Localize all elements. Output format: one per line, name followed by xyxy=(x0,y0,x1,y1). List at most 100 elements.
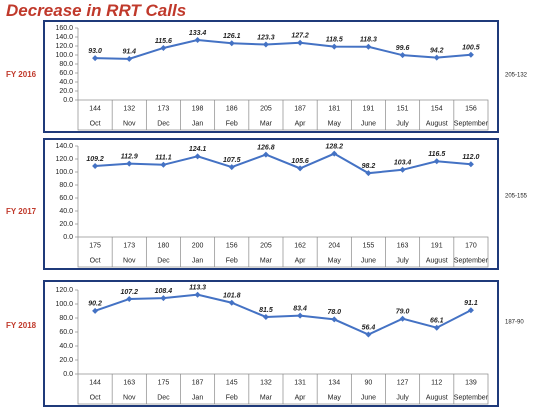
y-tick-label: 60.0 xyxy=(59,195,73,202)
y-tick-label: 100.0 xyxy=(55,52,73,59)
data-label: 116.5 xyxy=(428,151,445,158)
y-tick-label: 120.0 xyxy=(55,43,73,50)
table-count: 162 xyxy=(294,242,306,249)
table-count: 173 xyxy=(158,105,170,112)
table-count: 186 xyxy=(226,105,238,112)
x-tick-label: Nov xyxy=(123,120,136,127)
x-tick-label: July xyxy=(396,394,409,401)
table-count: 180 xyxy=(158,242,170,249)
table-count: 112 xyxy=(431,379,442,386)
point xyxy=(194,153,201,160)
point xyxy=(399,315,406,322)
point xyxy=(331,150,338,157)
data-label: 112.9 xyxy=(121,153,138,160)
x-tick-label: May xyxy=(328,394,342,401)
table-count: 154 xyxy=(431,105,443,112)
point xyxy=(126,55,133,62)
table-count: 170 xyxy=(465,242,477,249)
y-tick-label: 20.0 xyxy=(59,357,73,364)
table-count: 132 xyxy=(260,379,272,386)
panel-frame xyxy=(43,138,499,270)
y-tick-label: 20.0 xyxy=(59,221,73,228)
x-tick-label: Mar xyxy=(260,394,273,401)
x-tick-label: Dec xyxy=(157,394,170,401)
data-label: 112.0 xyxy=(462,154,479,161)
y-tick-label: 40.0 xyxy=(59,208,73,215)
data-label: 107.2 xyxy=(120,289,138,296)
table-count: 191 xyxy=(431,242,443,249)
data-label: 126.1 xyxy=(223,33,241,40)
point xyxy=(467,161,474,168)
panel-label: FY 2017 xyxy=(6,207,37,216)
y-tick-label: 80.0 xyxy=(59,315,73,322)
x-tick-label: August xyxy=(426,257,448,264)
point xyxy=(92,55,99,62)
point xyxy=(467,307,474,314)
point xyxy=(126,160,133,167)
table-count: 173 xyxy=(123,242,135,249)
data-label: 100.5 xyxy=(462,45,480,52)
point xyxy=(365,43,372,50)
x-tick-label: Apr xyxy=(295,257,307,264)
table-count: 175 xyxy=(89,242,101,249)
data-label: 108.4 xyxy=(155,288,173,295)
table-count: 151 xyxy=(397,105,409,112)
x-tick-label: Jan xyxy=(192,394,203,401)
point xyxy=(297,312,304,319)
point xyxy=(262,313,269,320)
y-tick-label: 0.0 xyxy=(63,234,73,241)
data-label: 98.2 xyxy=(362,163,376,170)
y-tick-label: 160.0 xyxy=(55,25,73,32)
x-tick-label: Feb xyxy=(226,120,238,127)
x-tick-label: May xyxy=(328,120,342,127)
line xyxy=(95,152,472,175)
x-tick-label: Apr xyxy=(295,120,307,127)
point xyxy=(160,161,167,168)
table-count: 155 xyxy=(363,242,375,249)
table-count: 139 xyxy=(465,379,477,386)
data-label: 79.0 xyxy=(396,309,410,316)
x-tick-label: Oct xyxy=(90,394,101,401)
table-count: 132 xyxy=(123,105,135,112)
x-tick-label: August xyxy=(426,120,448,127)
panel-label: FY 2016 xyxy=(6,70,37,79)
point xyxy=(365,331,372,338)
x-tick-label: July xyxy=(396,257,409,264)
data-label: 91.1 xyxy=(464,300,478,307)
data-label: 118.3 xyxy=(360,37,377,44)
data-label: 128.2 xyxy=(325,144,343,151)
range-note: 187-90 xyxy=(505,320,524,326)
point xyxy=(228,299,235,306)
point xyxy=(365,170,372,177)
point xyxy=(262,41,269,48)
data-label: 107.5 xyxy=(223,157,241,164)
point xyxy=(331,316,338,323)
point xyxy=(126,295,133,302)
x-tick-label: September xyxy=(454,257,489,264)
y-tick-label: 100.0 xyxy=(55,301,73,308)
y-tick-label: 40.0 xyxy=(59,343,73,350)
point xyxy=(228,164,235,171)
point xyxy=(433,324,440,331)
point xyxy=(297,39,304,46)
y-tick-label: 40.0 xyxy=(59,79,73,86)
data-label: 91.4 xyxy=(122,49,136,56)
point xyxy=(160,44,167,51)
point xyxy=(467,51,474,58)
point xyxy=(433,54,440,61)
point xyxy=(194,36,201,43)
data-label: 115.6 xyxy=(155,38,172,45)
x-tick-label: Jan xyxy=(192,257,203,264)
point xyxy=(433,158,440,165)
point xyxy=(92,307,99,314)
x-tick-label: August xyxy=(426,394,448,401)
panel-frame xyxy=(43,20,499,133)
point xyxy=(331,43,338,50)
x-tick-label: Mar xyxy=(260,257,273,264)
x-tick-label: Feb xyxy=(226,257,238,264)
line xyxy=(94,293,472,336)
table-count: 156 xyxy=(465,105,477,112)
x-tick-label: June xyxy=(361,120,376,127)
table-count: 187 xyxy=(192,379,204,386)
table-count: 145 xyxy=(226,379,238,386)
